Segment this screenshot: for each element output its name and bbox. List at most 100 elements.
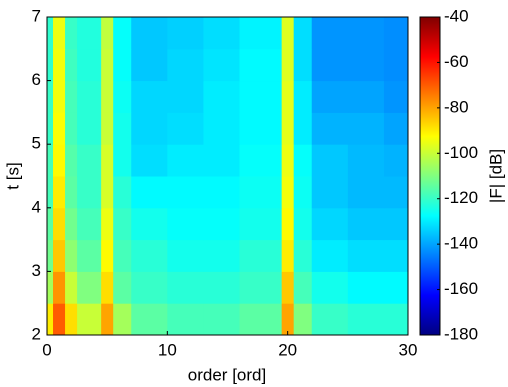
heatmap-cell bbox=[47, 112, 54, 145]
heatmap-cell bbox=[101, 207, 114, 241]
heatmap-cell bbox=[311, 303, 349, 336]
heatmap-cell bbox=[113, 176, 132, 209]
heatmap-cell bbox=[53, 303, 66, 336]
heatmap-cell bbox=[311, 271, 349, 304]
heatmap-cell bbox=[65, 303, 78, 336]
heatmap-cell bbox=[167, 112, 204, 145]
heatmap-cell bbox=[65, 239, 78, 272]
y-axis-label: t [s] bbox=[3, 162, 22, 189]
heatmap-cell bbox=[293, 112, 313, 145]
heatmap-cell bbox=[65, 80, 78, 113]
heatmap-cell bbox=[383, 239, 409, 272]
heatmap-cell bbox=[53, 207, 66, 241]
heatmap-cell bbox=[383, 112, 409, 145]
heatmap-cell bbox=[167, 17, 204, 50]
heatmap-cell bbox=[311, 112, 349, 145]
colorbar-tick-label: -180 bbox=[444, 324, 478, 343]
heatmap-cell bbox=[203, 17, 241, 50]
heatmap-cell bbox=[383, 17, 409, 50]
heatmap-cell bbox=[281, 17, 295, 50]
heatmap-cell bbox=[47, 144, 54, 177]
heatmap-cell bbox=[203, 303, 241, 336]
heatmap-cell bbox=[77, 80, 102, 113]
heatmap-cell bbox=[281, 48, 295, 82]
heatmap-cell bbox=[113, 80, 132, 113]
heatmap-cell bbox=[293, 303, 313, 336]
heatmap-cell bbox=[293, 17, 313, 50]
heatmap-cell bbox=[293, 144, 313, 177]
heatmap-cell bbox=[131, 239, 168, 272]
heatmap-cell bbox=[47, 303, 54, 336]
heatmap-cell bbox=[203, 176, 241, 209]
heatmap-cell bbox=[167, 239, 204, 272]
heatmap-cell bbox=[281, 303, 295, 336]
heatmap-cell bbox=[311, 176, 349, 209]
heatmap-cell bbox=[47, 80, 54, 113]
heatmap-cell bbox=[131, 176, 168, 209]
heatmap-cell bbox=[167, 271, 204, 304]
heatmap-cell bbox=[77, 48, 102, 82]
heatmap-cell bbox=[167, 176, 204, 209]
heatmap-cell bbox=[167, 48, 204, 82]
heatmap-cell bbox=[101, 239, 114, 272]
heatmap-cell bbox=[293, 239, 313, 272]
heatmap-cell bbox=[383, 80, 409, 113]
heatmap-cell bbox=[293, 176, 313, 209]
heatmap-cell bbox=[293, 80, 313, 113]
heatmap-cell bbox=[383, 144, 409, 177]
y-tick-label: 7 bbox=[32, 6, 41, 25]
heatmap-cell bbox=[47, 271, 54, 304]
heatmap-cell bbox=[281, 80, 295, 113]
heatmap-cell bbox=[239, 80, 283, 113]
heatmap-cell bbox=[101, 303, 114, 336]
heatmap-cell bbox=[281, 112, 295, 145]
heatmap-cell bbox=[347, 239, 385, 272]
heatmap-cell bbox=[203, 239, 241, 272]
heatmap-cell bbox=[53, 144, 66, 177]
heatmap-cell bbox=[77, 176, 102, 209]
heatmap-cell bbox=[101, 176, 114, 209]
heatmap-cell bbox=[131, 271, 168, 304]
heatmap-cell bbox=[239, 17, 283, 50]
heatmap-cell bbox=[131, 80, 168, 113]
heatmap-cell bbox=[383, 48, 409, 82]
heatmap-cell bbox=[53, 80, 66, 113]
heatmap-cell bbox=[131, 112, 168, 145]
heatmap-cell bbox=[203, 207, 241, 241]
heatmap-cell bbox=[311, 80, 349, 113]
heatmap-cell bbox=[77, 112, 102, 145]
y-tick-label: 6 bbox=[32, 70, 41, 89]
heatmap-cell bbox=[101, 112, 114, 145]
heatmap-cell bbox=[101, 80, 114, 113]
heatmap-cell bbox=[131, 303, 168, 336]
heatmap-cell bbox=[383, 303, 409, 336]
heatmap-cell bbox=[167, 303, 204, 336]
heatmap-cell bbox=[47, 176, 54, 209]
heatmap-cell bbox=[311, 207, 349, 241]
heatmap-cell bbox=[311, 48, 349, 82]
heatmap-cell bbox=[383, 207, 409, 241]
heatmap-cell bbox=[47, 17, 54, 50]
heatmap-cell bbox=[281, 144, 295, 177]
heatmap-cell bbox=[293, 48, 313, 82]
y-tick-label: 2 bbox=[32, 324, 41, 343]
heatmap-cell bbox=[239, 112, 283, 145]
x-tick-label: 10 bbox=[158, 340, 177, 359]
heatmap-cell bbox=[101, 271, 114, 304]
heatmap-cell bbox=[53, 112, 66, 145]
heatmap-cell bbox=[167, 80, 204, 113]
heatmap-cell bbox=[77, 303, 102, 336]
heatmap-cell bbox=[113, 271, 132, 304]
heatmap-cell bbox=[65, 271, 78, 304]
heatmap-cell bbox=[293, 207, 313, 241]
heatmap-cell bbox=[239, 144, 283, 177]
heatmap-cell bbox=[47, 207, 54, 241]
heatmap-cell bbox=[101, 17, 114, 50]
heatmap-cell bbox=[53, 271, 66, 304]
heatmap-cell bbox=[131, 144, 168, 177]
x-tick-label: 0 bbox=[42, 340, 51, 359]
heatmap-cell bbox=[167, 207, 204, 241]
colorbar bbox=[419, 16, 441, 336]
heatmap-cell bbox=[113, 17, 132, 50]
